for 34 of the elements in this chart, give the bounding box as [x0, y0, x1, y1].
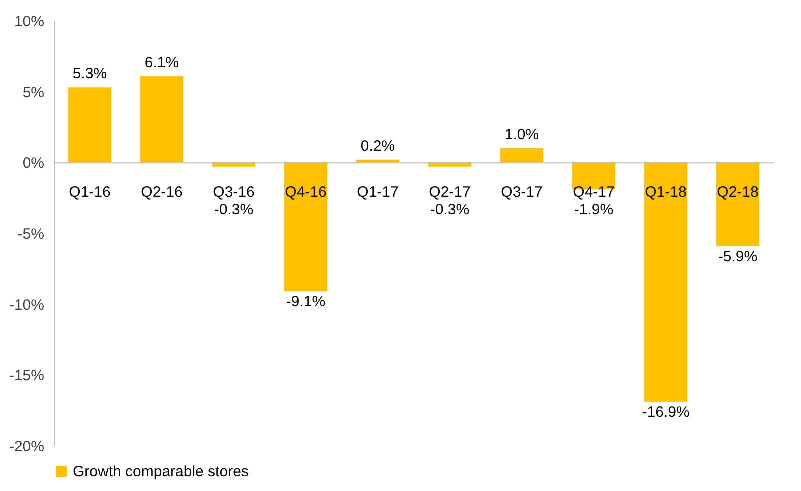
bar: [140, 76, 184, 163]
y-tick-label: -5%: [18, 226, 44, 243]
x-tick-label: Q2-17: [429, 184, 471, 202]
x-tick-label: Q4-17: [573, 184, 615, 202]
bar: [68, 88, 112, 163]
data-label: -0.3%: [430, 202, 470, 219]
data-label: 6.1%: [144, 54, 180, 72]
data-label: 1.0%: [504, 126, 540, 144]
data-label: -16.9%: [642, 404, 690, 422]
x-tick-label: Q2-16: [141, 184, 183, 202]
y-tick-label: -15%: [9, 368, 44, 385]
bar: [500, 148, 544, 163]
data-label: -5.9%: [718, 248, 758, 266]
y-tick-label: 0%: [22, 155, 44, 172]
y-tick-label: 5%: [22, 84, 44, 102]
x-tick-label: Q3-17: [501, 184, 543, 202]
y-tick-label: -10%: [9, 296, 44, 314]
data-label: -0.3%: [214, 202, 254, 219]
data-label: -9.1%: [286, 294, 326, 311]
y-tick-label: 10%: [14, 14, 44, 30]
x-tick-label: Q3-16: [213, 184, 255, 202]
bar: [644, 162, 688, 402]
y-tick-label: -20%: [9, 438, 44, 456]
bar: [716, 162, 760, 246]
x-tick-label: Q2-18: [717, 184, 759, 202]
x-tick-label: Q1-17: [357, 184, 399, 202]
bar: [284, 162, 328, 292]
data-label: -1.9%: [574, 202, 614, 219]
x-tick-label: Q4-16: [285, 184, 327, 202]
x-tick-label: Q1-16: [69, 184, 111, 202]
x-tick-label: Q1-18: [645, 184, 687, 202]
data-label: 0.2%: [360, 138, 396, 155]
legend-label: Growth comparable stores: [73, 464, 249, 480]
data-label: 5.3%: [72, 66, 108, 83]
